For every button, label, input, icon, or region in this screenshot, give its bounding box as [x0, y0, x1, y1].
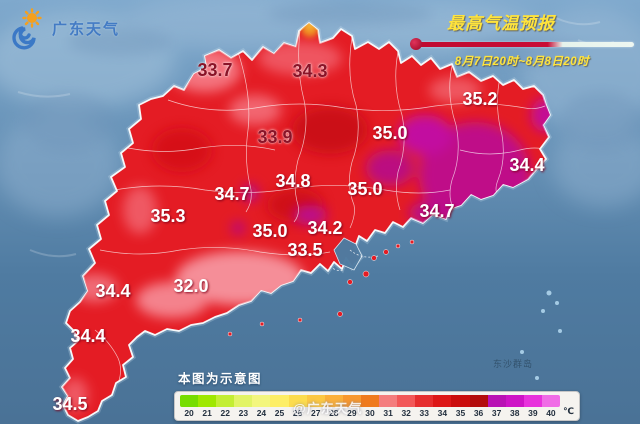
legend-swatch: [198, 395, 217, 407]
legend-tick-label: 24: [256, 408, 267, 418]
weather-logo-icon: [12, 8, 42, 50]
legend-cell: 27: [306, 395, 325, 418]
legend-tick-label: 40: [546, 408, 556, 418]
title-block: 最高气温预报 8月7日20时~8月8日20时: [410, 9, 634, 69]
sar-dashed-boundary: [329, 249, 379, 271]
legend-cell: 24: [252, 395, 271, 418]
legend-tick-label: 36: [473, 408, 484, 418]
legend-swatch: [433, 395, 452, 407]
legend-color-scale: 20 21 22 23 24 25 26 27 28 29 30 31 32 33 34 35 36 37 38 39…: [180, 395, 560, 418]
legend-swatch: [342, 395, 361, 407]
legend-tick-label: 23: [238, 408, 249, 418]
coastal-islands: [227, 239, 415, 337]
legend-tick-label: 28: [329, 408, 339, 418]
temperature-legend: 20 21 22 23 24 25 26 27 28 29 30 31 32 33 34 35 36 37 38 39…: [174, 391, 580, 421]
brand-name: 广东天气: [52, 20, 121, 38]
sea-islands: [520, 290, 562, 380]
legend-swatch: [505, 395, 524, 407]
legend-cell: 21: [198, 395, 217, 418]
legend-cell: 30: [360, 395, 380, 418]
legend-cell: 29: [342, 395, 361, 418]
legend-tick-label: 31: [383, 408, 393, 418]
legend-tick-label: 29: [347, 408, 357, 418]
county-boundaries: [94, 29, 549, 407]
legend-cell: 20: [180, 395, 199, 418]
thermometer-tube: [418, 41, 634, 47]
page-title: 最高气温预报: [447, 14, 555, 33]
legend-tick-label: 39: [528, 408, 538, 418]
thermometer-bulb-icon: [410, 38, 422, 50]
legend-swatch: [360, 395, 380, 407]
legend-tick-label: 25: [274, 408, 285, 418]
legend-cell: 28: [324, 395, 343, 418]
thermometer-graphic: [410, 38, 634, 50]
legend-cell: 32: [397, 395, 416, 418]
legend-swatch: [379, 395, 398, 407]
legend-tick-label: 37: [491, 408, 502, 418]
legend-swatch: [234, 395, 253, 407]
legend-swatch: [324, 395, 343, 407]
legend-cell: 31: [379, 395, 398, 418]
legend-tick-label: 30: [365, 408, 375, 418]
pearl-river-estuary: [333, 237, 363, 271]
legend-cell: 37: [487, 395, 506, 418]
legend-cell: 40: [541, 395, 560, 418]
legend-cell: 22: [216, 395, 235, 418]
legend-swatch: [216, 395, 235, 407]
legend-unit: ℃: [563, 406, 574, 416]
legend-swatch: [288, 395, 307, 407]
legend-tick-label: 21: [202, 408, 212, 418]
legend-swatch: [523, 395, 542, 407]
legend-swatch: [487, 395, 506, 407]
legend-tick-label: 34: [437, 408, 448, 418]
forecast-period: 8月7日20时~8月8日20时: [454, 56, 590, 68]
legend-cell: 26: [288, 395, 307, 418]
sun-icon: [22, 8, 42, 28]
legend-tick-label: 27: [310, 408, 321, 418]
legend-tick-label: 32: [401, 408, 411, 418]
legend-swatch: [252, 395, 271, 407]
legend-tick-label: 38: [510, 408, 520, 418]
dongsha-islands-label: 东沙群岛: [493, 359, 534, 369]
legend-tick-label: 35: [455, 408, 466, 418]
legend-cell: 36: [469, 395, 488, 418]
legend-cell: 23: [234, 395, 253, 418]
legend-swatch: [415, 395, 434, 407]
legend-cell: 25: [270, 395, 289, 418]
legend-cell: 35: [451, 395, 470, 418]
legend-swatch: [397, 395, 416, 407]
legend-tick-label: 26: [292, 408, 303, 418]
legend-cell: 38: [505, 395, 524, 418]
legend-swatch: [270, 395, 289, 407]
legend-tick-label: 22: [220, 408, 230, 418]
legend-swatch: [306, 395, 325, 407]
legend-cell: 39: [523, 395, 542, 418]
brand-logo: 广东天气: [8, 6, 120, 50]
legend-cell: 33: [415, 395, 434, 418]
legend-cell: 34: [433, 395, 452, 418]
legend-swatch: [541, 395, 560, 407]
legend-swatch: [451, 395, 470, 407]
schematic-note: 本图为示意图: [178, 372, 263, 386]
legend-tick-label: 33: [419, 408, 429, 418]
legend-swatch: [469, 395, 488, 407]
swirl-icon: [12, 26, 36, 50]
legend-swatch: [180, 395, 199, 407]
legend-tick-label: 20: [184, 408, 194, 418]
